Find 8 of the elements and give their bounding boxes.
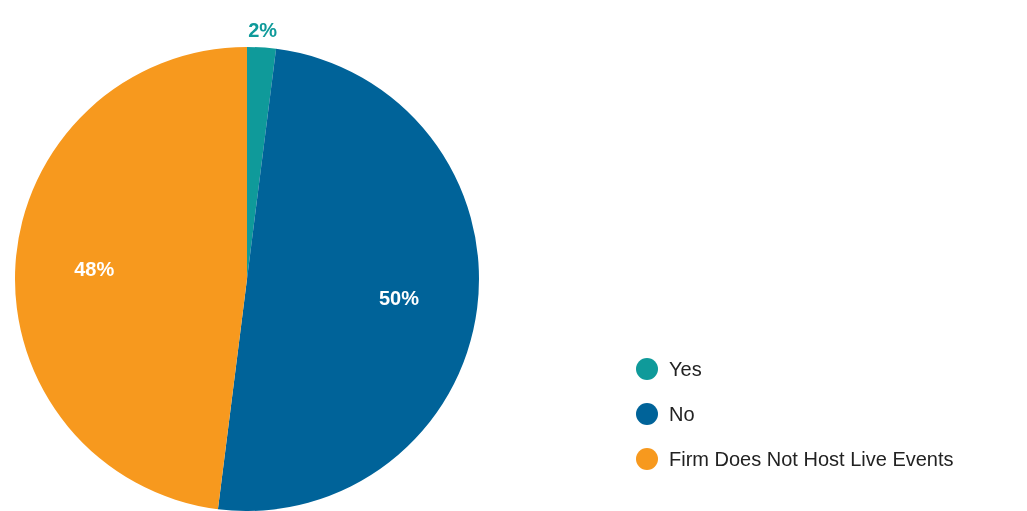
pie-slice [217, 48, 479, 511]
data-label: 2% [248, 18, 278, 41]
legend-label: Firm Does Not Host Live Events [669, 448, 954, 470]
pie-slice [15, 47, 247, 510]
data-label: 48% [74, 258, 115, 281]
legend-label: Yes [669, 358, 702, 380]
legend-label: No [669, 403, 695, 425]
data-label: 50% [378, 287, 420, 310]
